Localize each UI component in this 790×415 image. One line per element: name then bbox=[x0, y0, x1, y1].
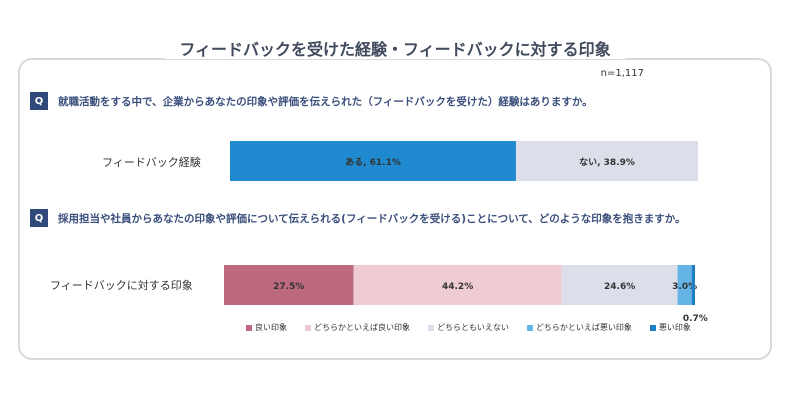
bar-segment-0-1 bbox=[515, 141, 698, 181]
legend-label-0: 良い印象 bbox=[255, 323, 287, 332]
question-2: Q 採用担当や社員からあなたの印象や評価について伝えられる(フィードバックを受け… bbox=[30, 209, 686, 227]
legend-label-1: どちらかといえば良い印象 bbox=[314, 323, 410, 332]
row-label-experience: フィードバック経験 bbox=[102, 156, 201, 169]
bar-data-label-1-0: 27.5% bbox=[273, 282, 304, 292]
bar-segment-1-0 bbox=[224, 265, 354, 305]
bar-segment-1-2 bbox=[561, 265, 678, 305]
question-1-badge: Q bbox=[30, 92, 48, 110]
question-1-text: 就職活動をする中で、企業からあなたの印象や評価を伝えられた（フィードバックを受け… bbox=[58, 95, 593, 108]
legend-label-4: 悪い印象 bbox=[658, 323, 691, 332]
bar-data-label-1-4: 0.7% bbox=[683, 314, 708, 324]
legend-item-3: どちらかといえば悪い印象 bbox=[526, 322, 632, 333]
chart-legend: 良い印象 どちらかといえば良い印象 どちらともいえない どちらかといえば悪い印象 悪い印… bbox=[246, 322, 691, 333]
bar-data-label-0-1: ない, 38.9% bbox=[579, 157, 635, 168]
chart-frame bbox=[18, 58, 772, 360]
row-label-impression: フィードバックに対する印象 bbox=[50, 279, 193, 292]
bar-segment-1-3 bbox=[677, 265, 692, 305]
chart-title: フィードバックを受けた経験・フィードバックに対する印象 bbox=[0, 40, 790, 60]
bar-data-label-1-1: 44.2% bbox=[442, 282, 473, 292]
legend-swatch-4 bbox=[649, 324, 656, 331]
legend-item-0: 良い印象 bbox=[246, 322, 287, 333]
bar-data-label-1-2: 24.6% bbox=[604, 282, 635, 292]
sample-size: n=1,117 bbox=[600, 68, 644, 79]
legend-item-1: どちらかといえば良い印象 bbox=[305, 322, 410, 333]
bar-segment-1-4 bbox=[691, 265, 695, 305]
legend-swatch-0 bbox=[246, 324, 252, 331]
legend-swatch-3 bbox=[526, 324, 533, 331]
legend-item-2: どちらともいえない bbox=[428, 322, 509, 333]
bar-data-label-1-3: 3.0% bbox=[672, 282, 697, 292]
bar-segment-0-0 bbox=[230, 141, 516, 181]
legend-swatch-1 bbox=[305, 324, 311, 331]
question-2-text: 採用担当や社員からあなたの印象や評価について伝えられる(フィードバックを受ける)… bbox=[58, 212, 686, 225]
legend-item-4: 悪い印象 bbox=[649, 322, 691, 333]
legend-swatch-2 bbox=[428, 324, 434, 331]
bar-data-label-0-0: ある, 61.1% bbox=[345, 157, 401, 168]
question-2-badge: Q bbox=[30, 209, 48, 227]
question-1: Q 就職活動をする中で、企業からあなたの印象や評価を伝えられた（フィードバックを… bbox=[30, 92, 593, 110]
legend-label-2: どちらともいえない bbox=[437, 323, 509, 332]
legend-label-3: どちらかといえば悪い印象 bbox=[535, 323, 632, 332]
bar-segment-1-1 bbox=[353, 265, 562, 305]
